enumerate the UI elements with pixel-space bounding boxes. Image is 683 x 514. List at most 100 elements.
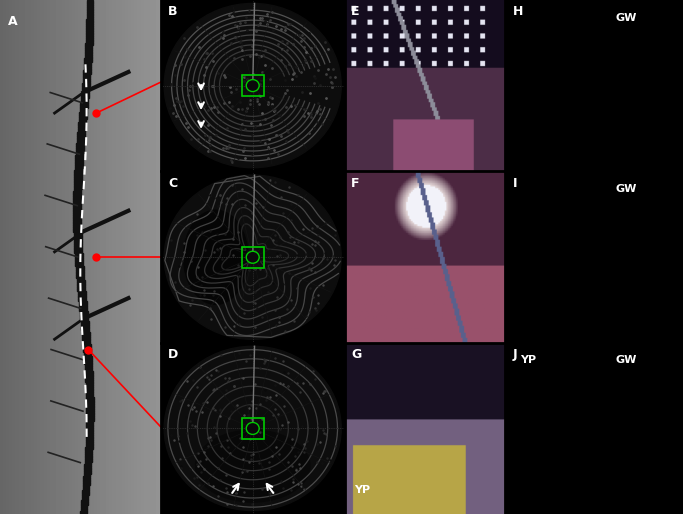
- Bar: [78, 127, 85, 129]
- Bar: [86, 409, 94, 411]
- Bar: [85, 442, 93, 444]
- Bar: [75, 265, 83, 266]
- Bar: [80, 106, 87, 108]
- Bar: [78, 129, 85, 131]
- Bar: [85, 457, 92, 459]
- Bar: [86, 400, 94, 402]
- Bar: [74, 184, 82, 186]
- Bar: [85, 368, 92, 370]
- Text: D: D: [168, 348, 178, 361]
- Bar: [86, 428, 94, 430]
- Bar: [80, 110, 87, 112]
- Bar: [86, 34, 93, 36]
- Bar: [86, 440, 93, 442]
- Bar: [81, 96, 89, 98]
- Bar: [77, 287, 85, 289]
- Bar: [82, 337, 90, 339]
- Bar: [86, 38, 93, 40]
- Bar: [84, 468, 91, 469]
- Bar: [83, 483, 89, 485]
- Bar: [73, 203, 81, 205]
- Circle shape: [164, 175, 342, 339]
- Ellipse shape: [184, 210, 248, 304]
- Bar: [80, 315, 88, 316]
- Bar: [86, 426, 94, 428]
- Bar: [81, 505, 87, 507]
- Bar: [74, 193, 81, 194]
- Bar: [85, 364, 92, 366]
- Text: B: B: [168, 5, 178, 18]
- Bar: [242, 247, 264, 267]
- Bar: [86, 411, 94, 413]
- Bar: [80, 311, 87, 313]
- Bar: [73, 225, 81, 227]
- Circle shape: [247, 251, 259, 263]
- Bar: [82, 492, 89, 493]
- Bar: [73, 208, 81, 210]
- Bar: [85, 55, 92, 57]
- Bar: [85, 45, 92, 46]
- Bar: [86, 36, 93, 38]
- Bar: [85, 454, 92, 455]
- Bar: [75, 161, 83, 163]
- Bar: [76, 153, 83, 155]
- Text: YP: YP: [520, 355, 535, 365]
- Bar: [86, 425, 94, 426]
- Bar: [81, 326, 89, 328]
- Bar: [81, 500, 88, 502]
- Bar: [74, 232, 81, 234]
- Bar: [86, 26, 93, 28]
- Bar: [86, 433, 93, 435]
- Bar: [82, 88, 89, 89]
- Bar: [83, 486, 89, 488]
- Bar: [74, 174, 82, 175]
- Bar: [73, 213, 81, 215]
- Bar: [79, 301, 87, 303]
- Bar: [76, 282, 85, 284]
- Bar: [76, 270, 84, 271]
- Bar: [75, 155, 83, 156]
- Bar: [84, 62, 92, 64]
- Bar: [83, 74, 90, 76]
- Bar: [82, 86, 89, 88]
- Bar: [85, 46, 92, 48]
- Bar: [73, 218, 81, 220]
- Bar: [84, 473, 91, 474]
- Bar: [74, 186, 81, 188]
- Bar: [78, 125, 86, 127]
- Bar: [81, 328, 89, 330]
- Bar: [86, 389, 94, 390]
- Bar: [86, 421, 94, 423]
- Bar: [85, 53, 92, 55]
- Bar: [85, 363, 92, 364]
- Ellipse shape: [195, 430, 310, 502]
- Bar: [74, 234, 82, 235]
- Bar: [82, 89, 89, 91]
- Bar: [79, 119, 86, 120]
- Bar: [73, 205, 81, 206]
- Bar: [81, 95, 89, 96]
- Bar: [83, 70, 91, 72]
- Bar: [86, 406, 94, 408]
- Bar: [79, 117, 87, 119]
- Text: GW: GW: [615, 12, 637, 23]
- Bar: [76, 146, 84, 148]
- Bar: [85, 449, 92, 450]
- Bar: [81, 91, 89, 93]
- Bar: [73, 206, 81, 208]
- Bar: [86, 24, 93, 26]
- Bar: [83, 474, 90, 476]
- Bar: [74, 254, 83, 256]
- Bar: [79, 124, 86, 125]
- Bar: [86, 438, 93, 440]
- Bar: [86, 22, 94, 24]
- Bar: [75, 158, 83, 160]
- Bar: [76, 279, 85, 280]
- Bar: [86, 390, 94, 392]
- Bar: [76, 139, 85, 141]
- Bar: [83, 485, 89, 486]
- Bar: [87, 17, 94, 19]
- Bar: [74, 191, 81, 193]
- Bar: [83, 72, 91, 74]
- Bar: [79, 308, 87, 309]
